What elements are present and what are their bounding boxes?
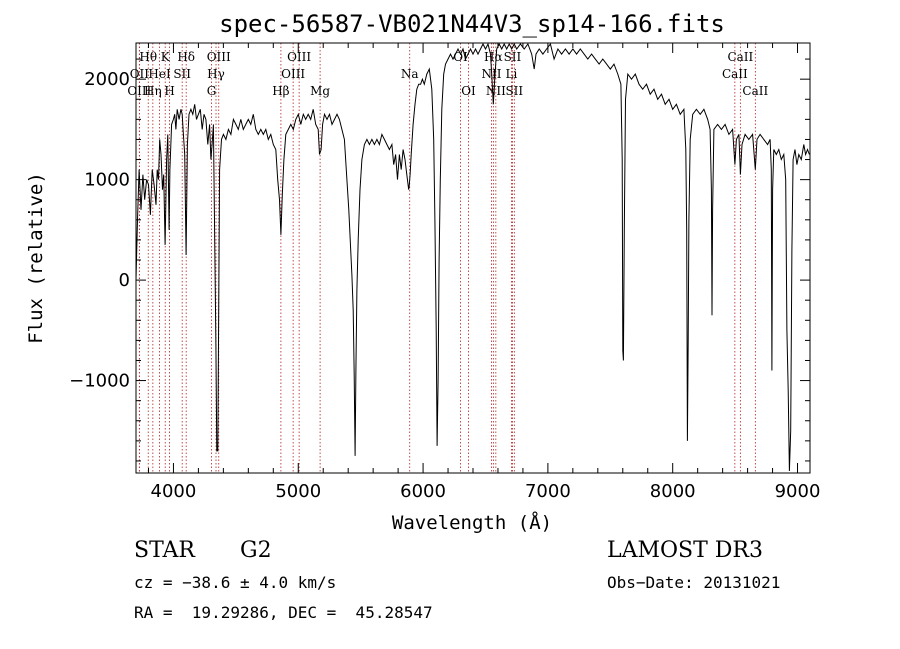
line-label-15: Mg xyxy=(310,84,330,98)
y-axis-label: Flux (relative) xyxy=(25,172,47,344)
survey-label: LAMOST DR3 xyxy=(607,538,763,563)
x-tick-label-0: 4000 xyxy=(151,481,197,502)
axis-ticks: 4000 5000 6000 7000 8000 9000 −1000 0 1000 2000 xyxy=(69,43,820,502)
y-tick-label-2: 1000 xyxy=(84,170,130,191)
x-tick-label-1: 5000 xyxy=(275,481,321,502)
line-label-19: Hα xyxy=(484,50,503,64)
y-tick-label-3: 2000 xyxy=(84,69,130,90)
line-markers xyxy=(138,43,756,473)
line-label-5: K xyxy=(161,50,171,64)
line-label-26: CaII xyxy=(722,67,748,81)
line-label-27: CaII xyxy=(742,84,768,98)
subclass-label: G2 xyxy=(240,538,272,563)
line-label-14: OIII xyxy=(281,67,305,81)
line-label-8: Hδ xyxy=(177,50,195,64)
line-label-24: SII xyxy=(505,84,523,98)
line-label-1: OII xyxy=(130,67,150,81)
line-label-13: OIII xyxy=(287,50,311,64)
x-tick-label-5: 9000 xyxy=(775,481,821,502)
x-tick-label-3: 7000 xyxy=(525,481,571,502)
class-label: STAR xyxy=(134,538,195,563)
line-label-25: CaII xyxy=(727,50,753,64)
line-label-0: Hθ xyxy=(139,50,157,64)
line-label-18: OI xyxy=(461,84,476,98)
chart-title: spec-56587-VB021N44V3_sp14-166.fits xyxy=(219,10,725,38)
line-label-7: H xyxy=(164,84,174,98)
plot-frame xyxy=(135,42,811,474)
line-label-3: Hη xyxy=(144,84,162,98)
y-tick-label-1: 0 xyxy=(119,270,130,291)
line-label-20: SII xyxy=(504,50,522,64)
line-label-22: Li xyxy=(506,67,518,81)
obs-date-label: Obs−Date: 20131021 xyxy=(607,573,781,592)
line-label-4: HeI xyxy=(148,67,171,81)
line-label-10: Hγ xyxy=(207,67,225,81)
radec-label: RA = 19.29286, DEC = 45.28547 xyxy=(134,603,433,622)
line-label-6: SII xyxy=(173,67,191,81)
line-label-11: G xyxy=(207,84,217,98)
x-axis-label: Wavelength (Å) xyxy=(392,511,552,534)
x-tick-label-2: 6000 xyxy=(400,481,446,502)
spectrum-plot: spec-56587-VB021N44V3_sp14-166.fits Hθ OI… xyxy=(25,10,820,534)
x-tick-label-4: 8000 xyxy=(650,481,696,502)
spectrum-line xyxy=(135,42,810,472)
line-label-23: NII xyxy=(486,84,506,98)
cz-label: cz = −38.6 ± 4.0 km/s xyxy=(134,573,337,592)
line-label-2: OIII xyxy=(127,84,151,98)
line-label-9: OIII xyxy=(207,50,231,64)
line-label-17: OI xyxy=(453,50,468,64)
line-label-12: Hβ xyxy=(272,84,289,98)
line-label-16: Na xyxy=(401,67,419,81)
y-tick-label-0: −1000 xyxy=(69,371,130,392)
